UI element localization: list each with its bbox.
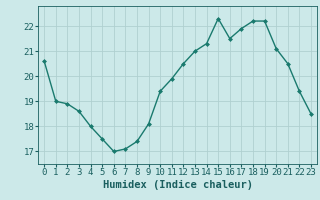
X-axis label: Humidex (Indice chaleur): Humidex (Indice chaleur) [103,180,252,190]
